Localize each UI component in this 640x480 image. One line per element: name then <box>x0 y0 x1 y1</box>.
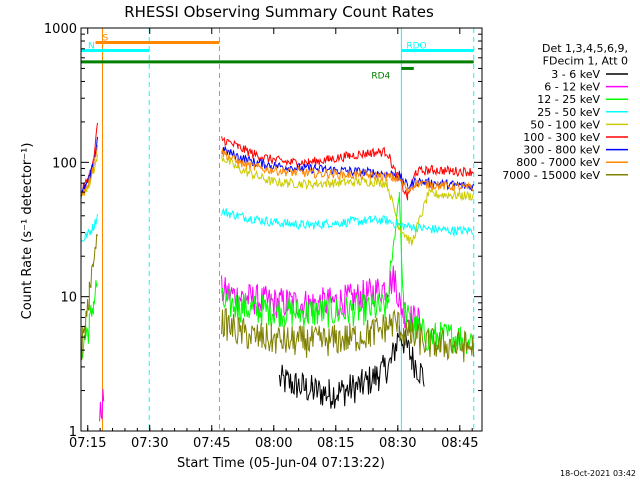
y-tick-label-10: 10 <box>60 291 77 306</box>
legend-label-7000-15000-kev: 7000 - 15000 keV <box>502 169 600 182</box>
y-tick-label-100: 100 <box>52 156 77 171</box>
legend: Det 1,3,4,5,6,9,FDecim 1, Att 03 - 6 keV… <box>502 42 628 182</box>
legend-label-6-12-kev: 6 - 12 keV <box>544 81 600 94</box>
series-50-100-kev <box>80 154 98 200</box>
y-axis: 1 10 100 1000 <box>44 22 482 440</box>
legend-label-100-300-kev: 100 - 300 keV <box>523 131 600 144</box>
x-tick-label-08-00: 08:00 <box>255 436 292 451</box>
state-bar-label-rd4: RD4 <box>371 71 390 81</box>
x-tick-label-08-30: 08:30 <box>379 436 416 451</box>
series-7000-15000-kev <box>221 308 475 363</box>
state-bar-label-s: S <box>102 33 108 43</box>
x-tick-label-08-45: 08:45 <box>441 436 478 451</box>
legend-label-12-25-kev: 12 - 25 keV <box>537 93 600 106</box>
y-axis-label: Count Rate (s⁻¹ detector⁻¹) <box>20 143 35 320</box>
legend-label-25-50-kev: 25 - 50 keV <box>537 106 600 119</box>
chart-title: RHESSI Observing Summary Count Rates <box>124 3 434 21</box>
plot-frame <box>80 27 483 432</box>
series-25-50-kev <box>80 214 98 243</box>
series-7000-15000-kev <box>80 233 98 361</box>
legend-label-50-100-kev: 50 - 100 keV <box>530 118 600 131</box>
series-group <box>80 122 475 422</box>
legend-label-300-800-kev: 300 - 800 keV <box>523 144 600 157</box>
y-tick-label-1000: 1000 <box>44 22 77 37</box>
series-300-800-kev <box>221 146 475 192</box>
x-tick-label-07-15: 07:15 <box>69 436 106 451</box>
x-tick-label-07-30: 07:30 <box>131 436 168 451</box>
series-800-7000-kev <box>221 148 475 193</box>
x-tick-label-07-45: 07:45 <box>193 436 230 451</box>
legend-header-0: Det 1,3,4,5,6,9, <box>542 42 628 55</box>
legend-label-3-6-kev: 3 - 6 keV <box>551 68 600 81</box>
series-50-100-kev <box>221 155 475 246</box>
series-800-7000-kev <box>80 145 98 197</box>
series-100-300-kev <box>221 136 474 201</box>
state-bar-label-n: N <box>88 41 95 51</box>
footer-date: 18-Oct-2021 03:42 <box>560 469 636 478</box>
series-25-50-kev <box>221 207 474 238</box>
legend-header-1: FDecim 1, Att 0 <box>543 55 628 68</box>
x-tick-label-08-15: 08:15 <box>317 436 354 451</box>
x-axis: 07:15 07:30 07:45 08:00 08:15 08:30 08:45 <box>69 28 479 451</box>
state-bars: SN RD4 RDO <box>81 33 474 81</box>
legend-label-800-7000-kev: 800 - 7000 keV <box>516 156 600 169</box>
series-6-12-kev <box>99 388 105 422</box>
state-bar-label-rdo: RDO <box>406 41 426 51</box>
x-axis-label: Start Time (05-Jun-04 07:13:22) <box>177 456 385 471</box>
y-tick-label-1: 1 <box>69 425 77 440</box>
